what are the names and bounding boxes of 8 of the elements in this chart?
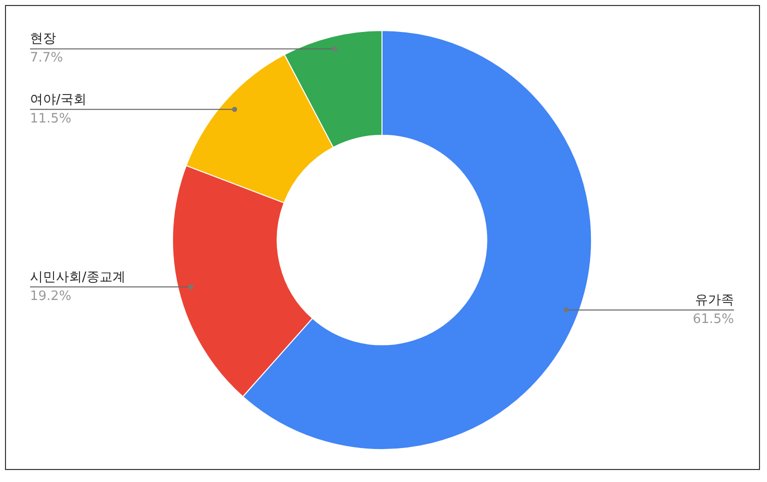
data-label: 61.5% bbox=[692, 312, 734, 327]
slice-label: 현장 bbox=[30, 32, 56, 47]
slice-label: 시민사회/종교계 bbox=[30, 270, 126, 285]
data-label: 11.5% bbox=[30, 111, 72, 126]
data-label: 7.7% bbox=[30, 50, 64, 66]
slice-label: 유가족 bbox=[695, 292, 734, 308]
data-label: 19.2% bbox=[30, 288, 72, 304]
slice-label: 여야/국회 bbox=[30, 92, 86, 108]
